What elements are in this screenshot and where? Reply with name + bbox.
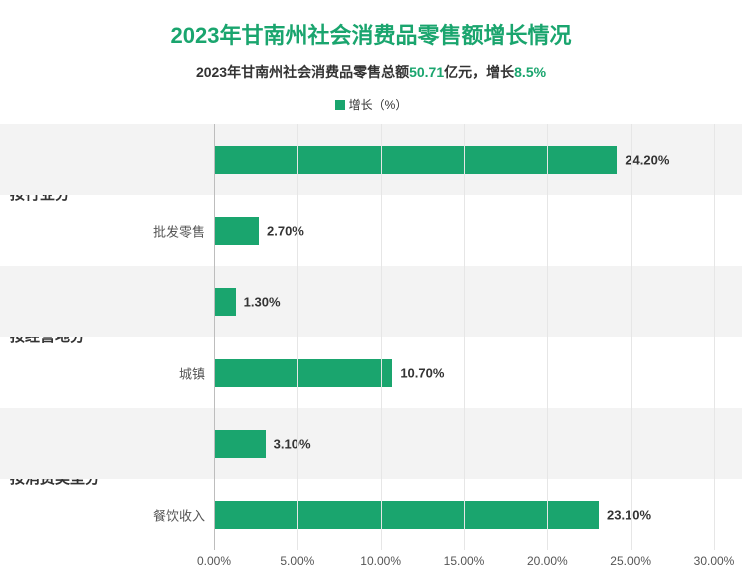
- bar: 2.70%: [214, 217, 259, 245]
- chart-area: 按行业分按经营地分按消费类型分 住宿餐饮批发零售乡村城镇商品零售餐饮收入 24.…: [0, 124, 742, 550]
- x-tick-label: 20.00%: [527, 554, 568, 568]
- gridline: [547, 124, 548, 550]
- bar: 23.10%: [214, 501, 599, 529]
- legend-label: 增长（%）: [349, 98, 408, 112]
- bar: 24.20%: [214, 146, 617, 174]
- gridline: [464, 124, 465, 550]
- plot-area: 24.20% 2.70% 1.30% 10.70% 3.10% 23.10%: [214, 124, 714, 550]
- chart-title: 2023年甘南州社会消费品零售额增长情况: [0, 0, 742, 50]
- category-label: 餐饮收入: [110, 505, 205, 524]
- subtitle-value-1: 50.71: [409, 64, 444, 80]
- chart-legend: 增长（%）: [0, 96, 742, 113]
- bar: 10.70%: [214, 359, 392, 387]
- bar-value-label: 1.30%: [244, 294, 281, 309]
- baseline: [214, 124, 215, 550]
- gridline: [631, 124, 632, 550]
- category-label: 批发零售: [110, 221, 205, 240]
- category-label: 城镇: [110, 363, 205, 382]
- bar-value-label: 24.20%: [625, 152, 669, 167]
- chart-subtitle: 2023年甘南州社会消费品零售总额50.71亿元，增长8.5%: [0, 62, 742, 82]
- subtitle-prefix: 2023年甘南州社会消费品零售总额: [196, 64, 409, 80]
- x-axis: 0.00%5.00%10.00%15.00%20.00%25.00%30.00%: [214, 554, 714, 574]
- subtitle-value-2: 8.5%: [514, 64, 546, 80]
- gridline: [297, 124, 298, 550]
- x-tick-label: 25.00%: [610, 554, 651, 568]
- x-tick-label: 5.00%: [280, 554, 314, 568]
- x-tick-label: 30.00%: [694, 554, 735, 568]
- gridline: [714, 124, 715, 550]
- gridline: [381, 124, 382, 550]
- bar: 3.10%: [214, 430, 266, 458]
- bar-value-label: 10.70%: [400, 365, 444, 380]
- bar: 1.30%: [214, 288, 236, 316]
- subtitle-mid: 亿元，增长: [444, 64, 514, 80]
- x-tick-label: 15.00%: [444, 554, 485, 568]
- x-tick-label: 0.00%: [197, 554, 231, 568]
- bar-value-label: 2.70%: [267, 223, 304, 238]
- bar-value-label: 23.10%: [607, 507, 651, 522]
- bar-value-label: 3.10%: [274, 436, 311, 451]
- legend-swatch: [335, 100, 345, 110]
- x-tick-label: 10.00%: [360, 554, 401, 568]
